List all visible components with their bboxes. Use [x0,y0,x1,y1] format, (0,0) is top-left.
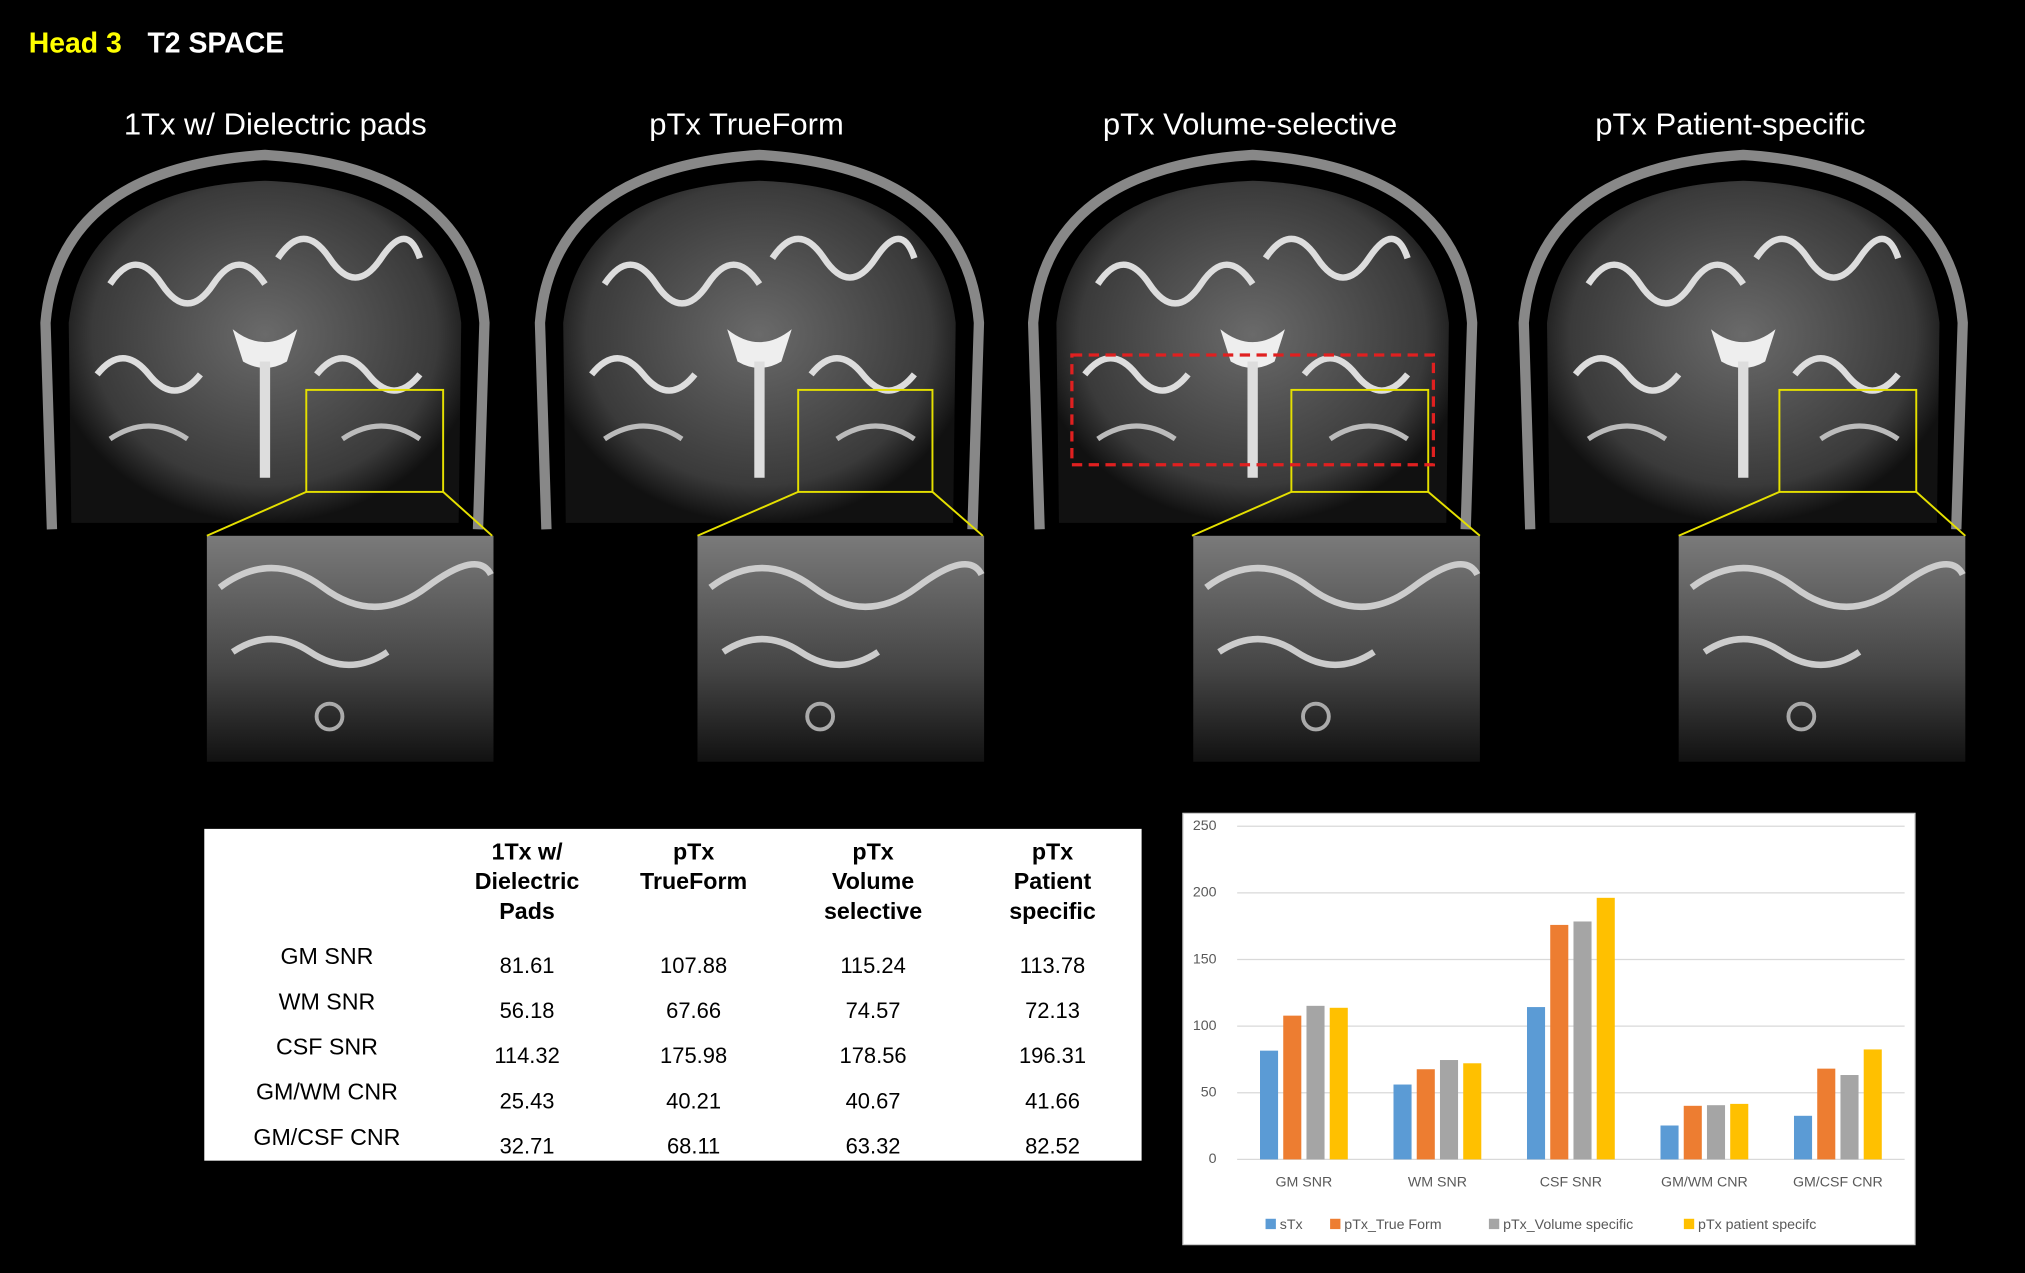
column-header: pTx [673,839,714,865]
cell: 74.57 [846,998,901,1023]
legend-label: sTx [1280,1217,1303,1233]
row-label: GM SNR [281,943,374,969]
images [45,155,1965,762]
panel-label: pTx Volume-selective [1103,107,1397,142]
bar [1863,1049,1882,1160]
bar [1817,1068,1836,1160]
bar [1660,1125,1679,1160]
bar [1706,1105,1726,1160]
legend-swatch [1330,1218,1341,1230]
cell: 32.71 [500,1134,555,1159]
panel-label: 1Tx w/ Dielectric pads [124,107,427,142]
x-tick-label: GM/CSF CNR [1793,1174,1883,1190]
cell: 178.56 [840,1043,907,1068]
legend-swatch [1488,1218,1500,1230]
x-tick-label: CSF SNR [1540,1174,1602,1190]
legend-swatch [1683,1218,1695,1230]
cell: 82.52 [1025,1134,1080,1159]
bar [1329,1007,1348,1160]
legend-label: pTx patient specifc [1698,1217,1816,1233]
row-label: CSF SNR [276,1033,378,1059]
title-prefix: Head 3 [29,28,122,60]
cell: 81.61 [500,953,555,978]
column-header: Pads [499,898,555,924]
y-tick-label: 200 [1193,885,1217,901]
bar [1550,924,1569,1160]
bar [1730,1103,1749,1160]
column-header: TrueForm [640,868,747,894]
cell: 175.98 [660,1043,727,1068]
table-bg [204,828,1142,1161]
cell: 196.31 [1019,1043,1086,1068]
column-header: selective [824,898,922,924]
cell: 40.67 [846,1088,901,1113]
cell: 40.21 [666,1088,721,1113]
bar [1259,1050,1279,1160]
panel-label: pTx Patient-specific [1595,107,1865,142]
bar [1596,897,1615,1160]
cell: 115.24 [840,953,905,978]
x-tick-label: GM/WM CNR [1661,1174,1748,1190]
bar [1463,1063,1482,1160]
bar [1573,921,1592,1160]
cell: 63.32 [846,1134,901,1159]
y-tick-label: 250 [1193,818,1217,834]
legend-label: pTx_Volume specific [1503,1217,1633,1233]
legend-swatch [1265,1218,1276,1230]
bar [1393,1084,1412,1160]
legend-label: pTx_True Form [1344,1217,1441,1233]
bar [1526,1007,1546,1160]
column-header: specific [1009,898,1096,924]
bar [1306,1005,1325,1160]
cell: 114.32 [494,1043,559,1068]
cell: 41.66 [1025,1088,1080,1113]
bar [1683,1105,1702,1160]
y-tick-label: 0 [1209,1151,1217,1167]
column-header: pTx [852,839,893,865]
cell: 107.88 [660,953,727,978]
y-tick-label: 100 [1193,1018,1217,1034]
cell: 68.11 [667,1134,720,1159]
cell: 25.43 [500,1088,555,1113]
column-header: 1Tx w/ [492,839,564,865]
title: T2 SPACE [147,28,284,60]
panel-label: pTx TrueForm [649,107,843,142]
row-label: GM/WM CNR [256,1079,398,1105]
column-header: Dielectric [475,868,580,894]
bar [1793,1115,1813,1160]
cell: 113.78 [1020,953,1085,978]
cell: 56.18 [500,998,555,1023]
y-tick-label: 50 [1201,1085,1217,1101]
x-tick-label: GM SNR [1276,1174,1333,1190]
column-header: Volume [832,868,914,894]
y-tick-label: 150 [1193,951,1217,967]
column-header: Patient [1014,868,1092,894]
column-header: pTx [1032,839,1073,865]
bar [1283,1015,1302,1160]
chart-bg [1182,812,1916,1246]
bar [1840,1075,1859,1160]
bar [1416,1069,1435,1160]
cell: 72.13 [1025,998,1080,1023]
x-tick-label: WM SNR [1408,1174,1467,1190]
cell: 67.66 [666,998,721,1023]
row-label: WM SNR [279,988,376,1014]
row-label: GM/CSF CNR [253,1124,400,1150]
bar [1439,1060,1459,1160]
